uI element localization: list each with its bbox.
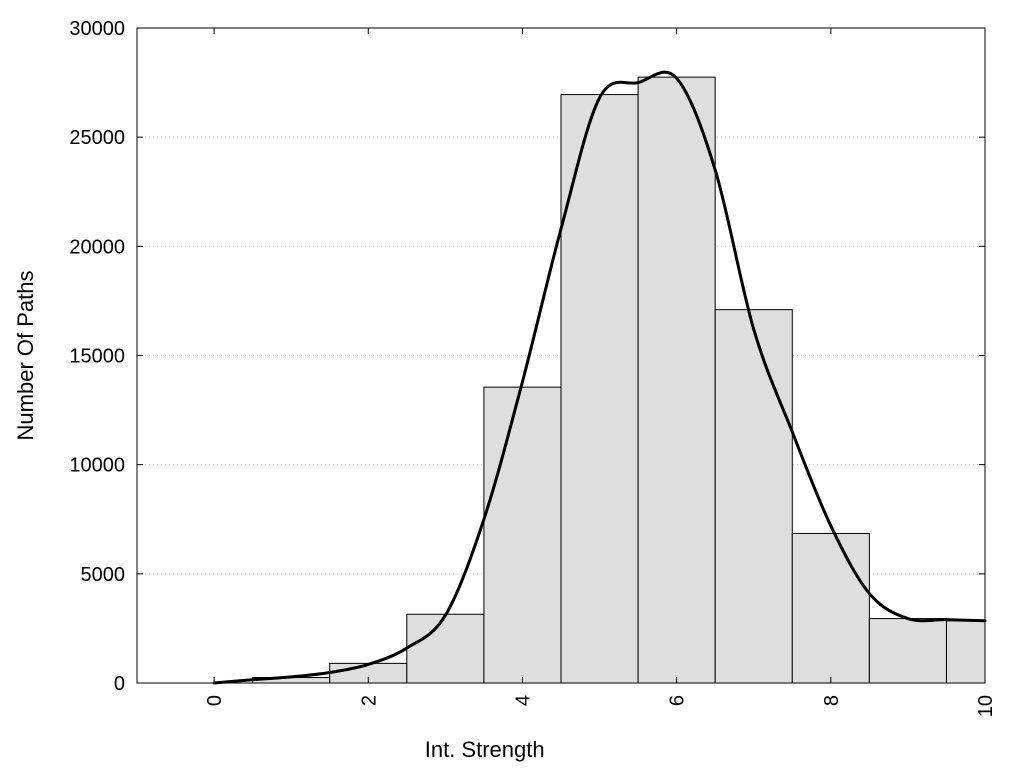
x-tick-label: 4	[512, 695, 534, 706]
y-tick-label: 10000	[69, 455, 125, 477]
y-axis-title: Number Of Paths	[13, 271, 38, 441]
bar-7	[714, 309, 793, 684]
bar-4	[483, 386, 562, 684]
bar-10	[945, 620, 986, 684]
x-tick-label: 8	[821, 695, 843, 706]
y-tick-label: 0	[114, 673, 125, 695]
bar-6	[637, 76, 716, 684]
bars	[252, 76, 986, 684]
x-tick-label: 2	[358, 695, 380, 706]
y-axis-ticks: 0 5000 10000 15000 20000 25000 30000	[69, 18, 985, 695]
x-axis-title: Int. Strength	[425, 737, 545, 762]
x-tick-label: 0	[204, 695, 226, 706]
x-axis-ticks: 0 2 4 6 8 10	[204, 28, 997, 717]
x-tick-label: 10	[975, 695, 997, 717]
bar-5	[560, 94, 639, 684]
y-tick-label: 15000	[69, 346, 125, 368]
y-tick-label: 30000	[69, 18, 125, 40]
y-tick-label: 25000	[69, 127, 125, 149]
bar-3	[406, 613, 485, 684]
y-tick-label: 20000	[69, 236, 125, 258]
smoothed-curve	[212, 70, 987, 685]
x-tick-label: 6	[667, 695, 689, 706]
bar-8	[791, 532, 870, 684]
bar-9	[868, 618, 947, 684]
y-tick-label: 5000	[81, 564, 126, 586]
